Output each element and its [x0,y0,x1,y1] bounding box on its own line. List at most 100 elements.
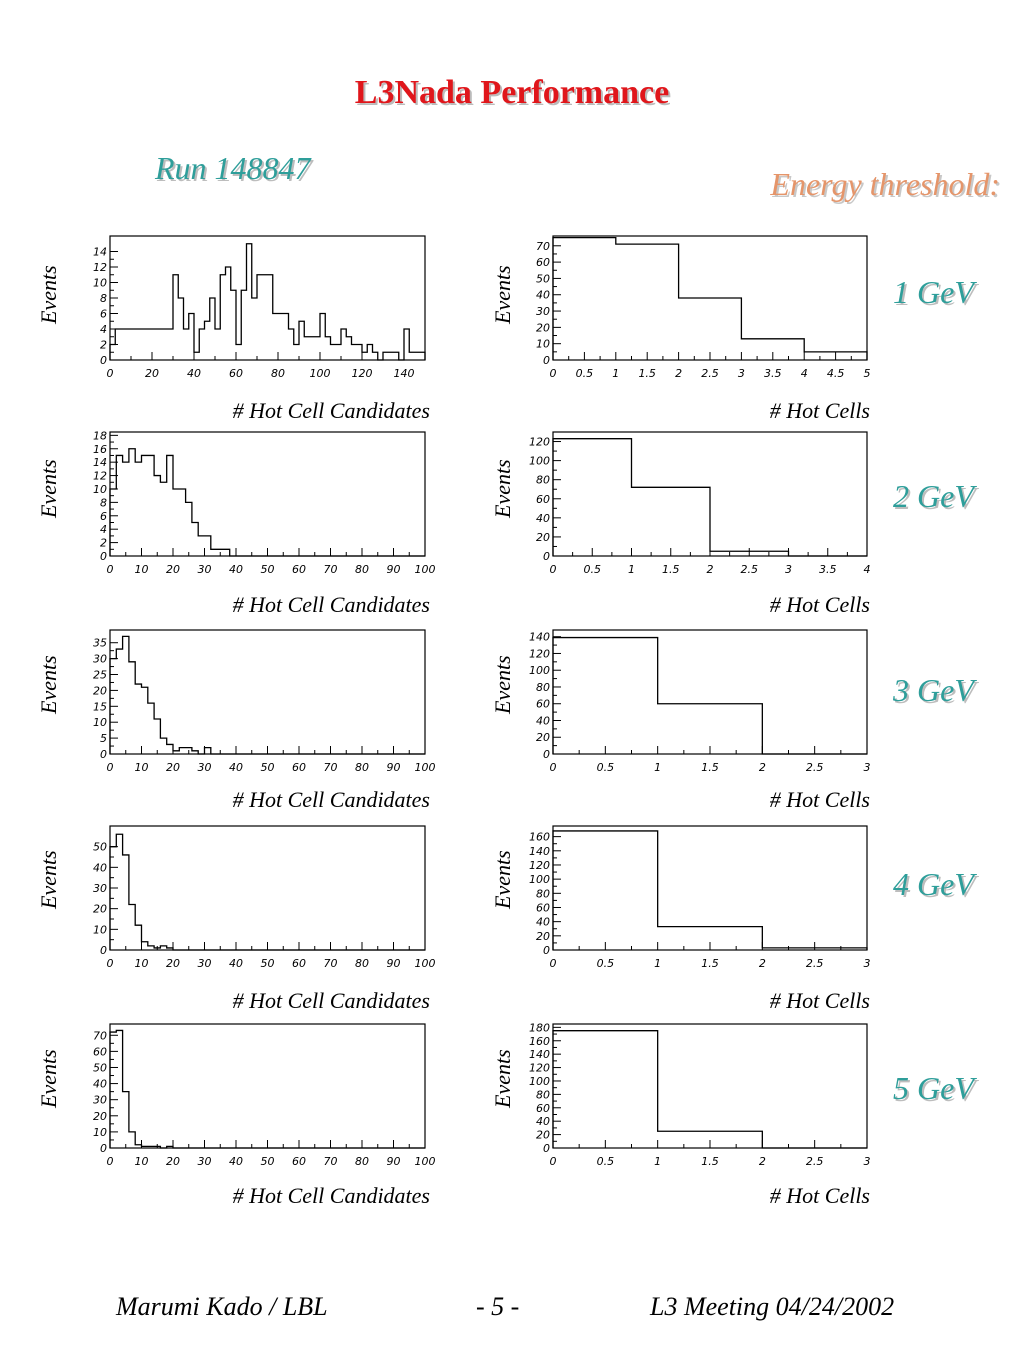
y-tick-label: 12 [93,261,107,274]
y-tick-label: 120 [529,1062,550,1075]
x-tick-label: 60 [292,957,306,970]
y-tick-label: 10 [93,277,107,290]
x-label-cand-2: # Hot Cell Candidates [232,592,430,617]
x-tick-label: 0.5 [597,1155,615,1168]
y-tick-label: 14 [93,456,107,469]
y-tick-label: 60 [536,901,550,914]
x-tick-label: 70 [324,761,338,774]
x-tick-label: 1 [654,1155,661,1168]
histogram-line [109,448,425,557]
y-tick-label: 30 [93,882,107,895]
x-label-hot-4: # Hot Cells [769,988,870,1013]
x-tick-label: 20 [166,957,180,970]
y-tick-label: 40 [536,916,550,929]
y-tick-label: 4 [100,523,107,536]
histogram-line [552,636,867,755]
y-tick-label: 80 [536,1088,550,1101]
x-tick-label: 80 [355,563,369,576]
x-tick-label: 3 [864,957,871,970]
y-tick-label: 50 [536,272,550,285]
plot-frame [109,629,426,755]
x-tick-label: 30 [198,957,212,970]
y-tick-label: 40 [536,512,550,525]
x-label-hot-3: # Hot Cells [769,787,870,812]
threshold-4: 4 GeV [893,866,974,902]
x-tick-label: 100 [415,761,436,774]
y-tick-label: 120 [529,436,550,449]
x-tick-label: 70 [324,957,338,970]
y-label-cand-4: Events [36,850,61,909]
y-tick-label: 2 [100,537,107,550]
x-tick-label: 60 [292,1155,306,1168]
threshold-1: 1 GeV [893,274,974,310]
y-tick-label: 12 [93,470,107,483]
x-tick-label: 50 [261,563,275,576]
y-tick-label: 120 [529,647,550,660]
y-tick-label: 160 [529,1035,550,1048]
y-tick-label: 60 [93,1045,107,1058]
plot-frame [109,235,426,361]
y-tick-label: 120 [529,859,550,872]
y-tick-label: 10 [93,716,107,729]
x-tick-label: 3 [785,563,792,576]
x-tick-label: 1 [612,367,619,380]
histogram-hot-cells-1gev: 0 10 20 30 40 50 60 70 0 0.5 1 1.5 2 2.5 3 3.5 4 4.5 5 [536,235,871,380]
x-label-cand-5: # Hot Cell Candidates [232,1183,430,1208]
y-tick-label: 160 [529,831,550,844]
x-tick-label: 30 [198,761,212,774]
y-tick-label: 0 [100,944,107,957]
x-tick-label: 30 [198,1155,212,1168]
y-tick-label: 30 [536,305,550,318]
y-tick-label: 50 [93,841,107,854]
y-tick-label: 0 [100,550,107,563]
y-tick-label: 60 [536,256,550,269]
y-tick-label: 5 [100,732,107,745]
footer-page-number: - 5 - [476,1292,520,1321]
y-tick-label: 6 [100,510,107,523]
x-tick-label: 2 [675,367,682,380]
x-tick-label: 80 [355,761,369,774]
y-tick-label: 30 [93,1094,107,1107]
x-tick-label: 100 [415,957,436,970]
y-tick-label: 6 [100,308,107,321]
x-tick-label: 2.5 [806,1155,824,1168]
y-tick-label: 0 [543,1142,550,1155]
x-tick-label: 4 [864,563,871,576]
x-tick-label: 3.5 [819,563,837,576]
y-tick-label: 20 [93,903,107,916]
x-tick-label: 40 [229,761,243,774]
y-tick-label: 0 [543,748,550,761]
x-tick-label: 4.5 [827,367,845,380]
y-tick-label: 4 [100,323,107,336]
y-tick-label: 40 [536,289,550,302]
x-tick-label: 1 [654,957,661,970]
x-label-hot-5: # Hot Cells [769,1183,870,1208]
x-tick-label: 60 [229,367,243,380]
y-label-cand-3: Events [36,655,61,714]
histogram-line [109,635,425,755]
x-tick-label: 10 [135,957,149,970]
x-tick-label: 90 [387,761,401,774]
x-tick-label: 3.5 [764,367,782,380]
x-tick-label: 1.5 [701,957,719,970]
x-tick-label: 60 [292,563,306,576]
page-title: L3Nada Performance [354,74,670,111]
y-tick-label: 40 [536,1115,550,1128]
x-tick-label: 0 [107,957,114,970]
x-tick-label: 50 [261,957,275,970]
x-tick-label: 40 [229,1155,243,1168]
plot-frame [109,431,426,557]
y-tick-label: 100 [529,455,550,468]
y-tick-label: 40 [536,714,550,727]
y-tick-label: 20 [536,321,550,334]
x-tick-label: 3 [864,761,871,774]
y-tick-label: 15 [93,700,107,713]
plot-frame [552,629,868,755]
y-tick-label: 60 [536,698,550,711]
y-tick-label: 30 [93,653,107,666]
x-tick-label: 3 [738,367,745,380]
y-tick-label: 50 [93,1061,107,1074]
x-tick-label: 2.5 [806,957,824,970]
footer-meeting: L3 Meeting 04/24/2002 [650,1292,895,1321]
